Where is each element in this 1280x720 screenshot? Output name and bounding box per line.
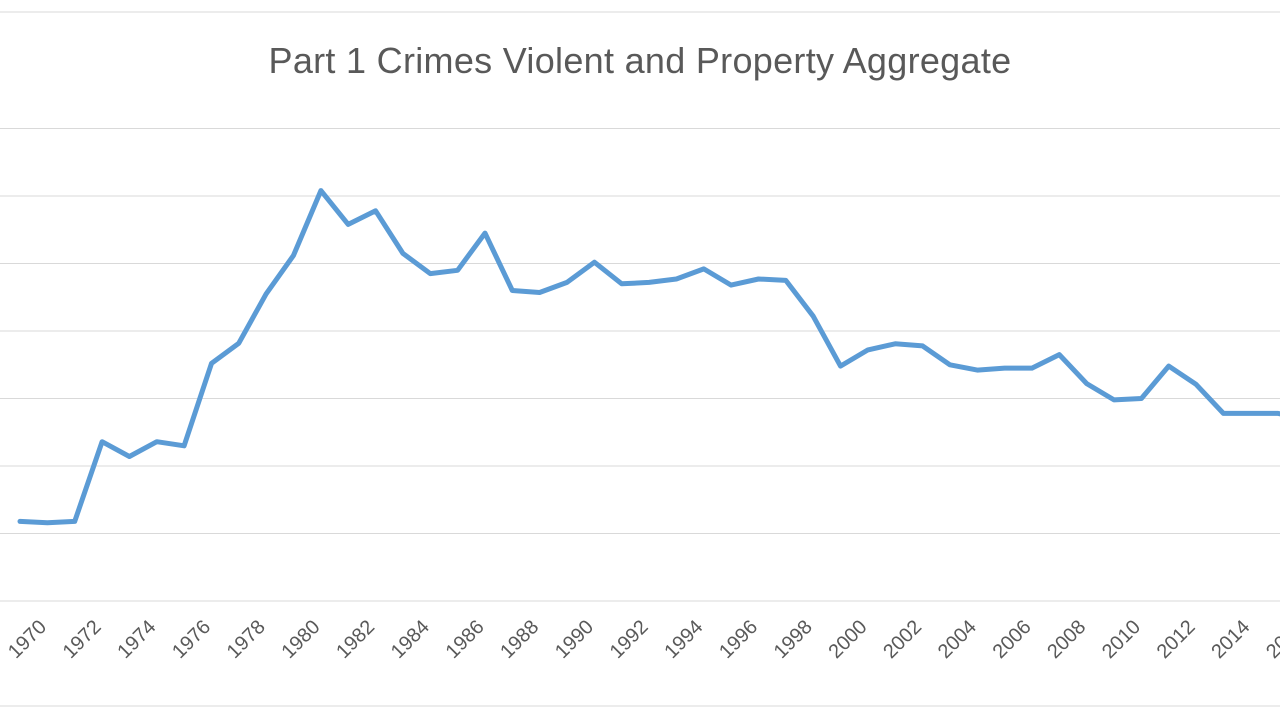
data-point-2011 (1139, 397, 1143, 401)
x-tick-label: 1984 (387, 616, 434, 663)
data-point-2005 (975, 368, 979, 372)
data-point-1976 (182, 444, 186, 448)
data-point-1972 (73, 519, 77, 523)
data-point-2013 (1194, 382, 1198, 386)
data-point-1977 (209, 361, 213, 365)
data-point-2002 (893, 342, 897, 346)
x-tick-label: 1988 (496, 616, 543, 663)
data-point-1988 (510, 289, 514, 293)
x-tick-label: 2008 (1043, 616, 1090, 663)
data-point-2006 (1003, 366, 1007, 370)
x-tick-label: 1976 (168, 616, 215, 663)
data-point-2009 (1085, 382, 1089, 386)
x-tick-label: 1996 (715, 616, 762, 663)
x-tick-label: 2016 (1262, 616, 1280, 663)
data-point-1992 (620, 282, 624, 286)
data-point-1993 (647, 280, 651, 284)
data-point-2003 (921, 344, 925, 348)
data-point-1980 (292, 253, 296, 257)
data-point-1999 (811, 314, 815, 318)
x-tick-label: 1998 (770, 616, 817, 663)
x-tick-label: 2006 (989, 616, 1036, 663)
x-tick-label: 2010 (1098, 616, 1145, 663)
x-tick-label: 1978 (223, 616, 270, 663)
x-tick-label: 1994 (660, 616, 707, 663)
data-point-2010 (1112, 398, 1116, 402)
data-point-2014 (1221, 411, 1225, 415)
data-point-1971 (45, 521, 49, 525)
x-tick-label: 1986 (442, 616, 489, 663)
data-point-2004 (948, 363, 952, 367)
x-tick-label: 2014 (1207, 616, 1254, 663)
data-point-1987 (483, 231, 487, 235)
data-point-1985 (428, 272, 432, 276)
x-tick-label: 2004 (934, 616, 981, 663)
data-point-1984 (401, 251, 405, 255)
data-point-1973 (100, 440, 104, 444)
data-point-1974 (127, 455, 131, 459)
x-tick-label: 1992 (606, 616, 653, 663)
data-point-1989 (538, 291, 542, 295)
data-point-1997 (756, 277, 760, 281)
data-point-2007 (1030, 366, 1034, 370)
x-tick-label: 1990 (551, 616, 598, 663)
data-point-2012 (1167, 364, 1171, 368)
data-point-1970 (18, 519, 22, 523)
data-point-1991 (592, 260, 596, 264)
x-tick-label: 2002 (879, 616, 926, 663)
x-tick-label: 1980 (277, 616, 324, 663)
series-line (17, 188, 1280, 526)
x-tick-label: 1970 (4, 616, 51, 663)
data-point-2008 (1057, 353, 1061, 357)
data-point-1994 (674, 277, 678, 281)
data-point-1981 (319, 189, 323, 193)
data-point-1978 (237, 341, 241, 345)
data-point-1995 (702, 267, 706, 271)
x-tick-label: 1974 (113, 616, 160, 663)
data-point-1975 (155, 440, 159, 444)
data-point-1982 (346, 222, 350, 226)
data-point-2000 (839, 364, 843, 368)
data-point-2001 (866, 348, 870, 352)
data-point-1979 (264, 292, 268, 296)
data-point-1990 (565, 280, 569, 284)
x-tick-label: 1982 (332, 616, 379, 663)
data-point-1986 (456, 268, 460, 272)
data-point-2016 (1276, 411, 1280, 415)
x-tick-label: 2012 (1153, 616, 1200, 663)
data-point-1998 (784, 278, 788, 282)
chart-title: Part 1 Crimes Violent and Property Aggre… (268, 40, 1012, 81)
data-point-1983 (374, 209, 378, 213)
x-tick-label: 2000 (824, 616, 871, 663)
data-point-2015 (1249, 411, 1253, 415)
x-tick-label: 1972 (59, 616, 106, 663)
data-point-1996 (729, 283, 733, 287)
